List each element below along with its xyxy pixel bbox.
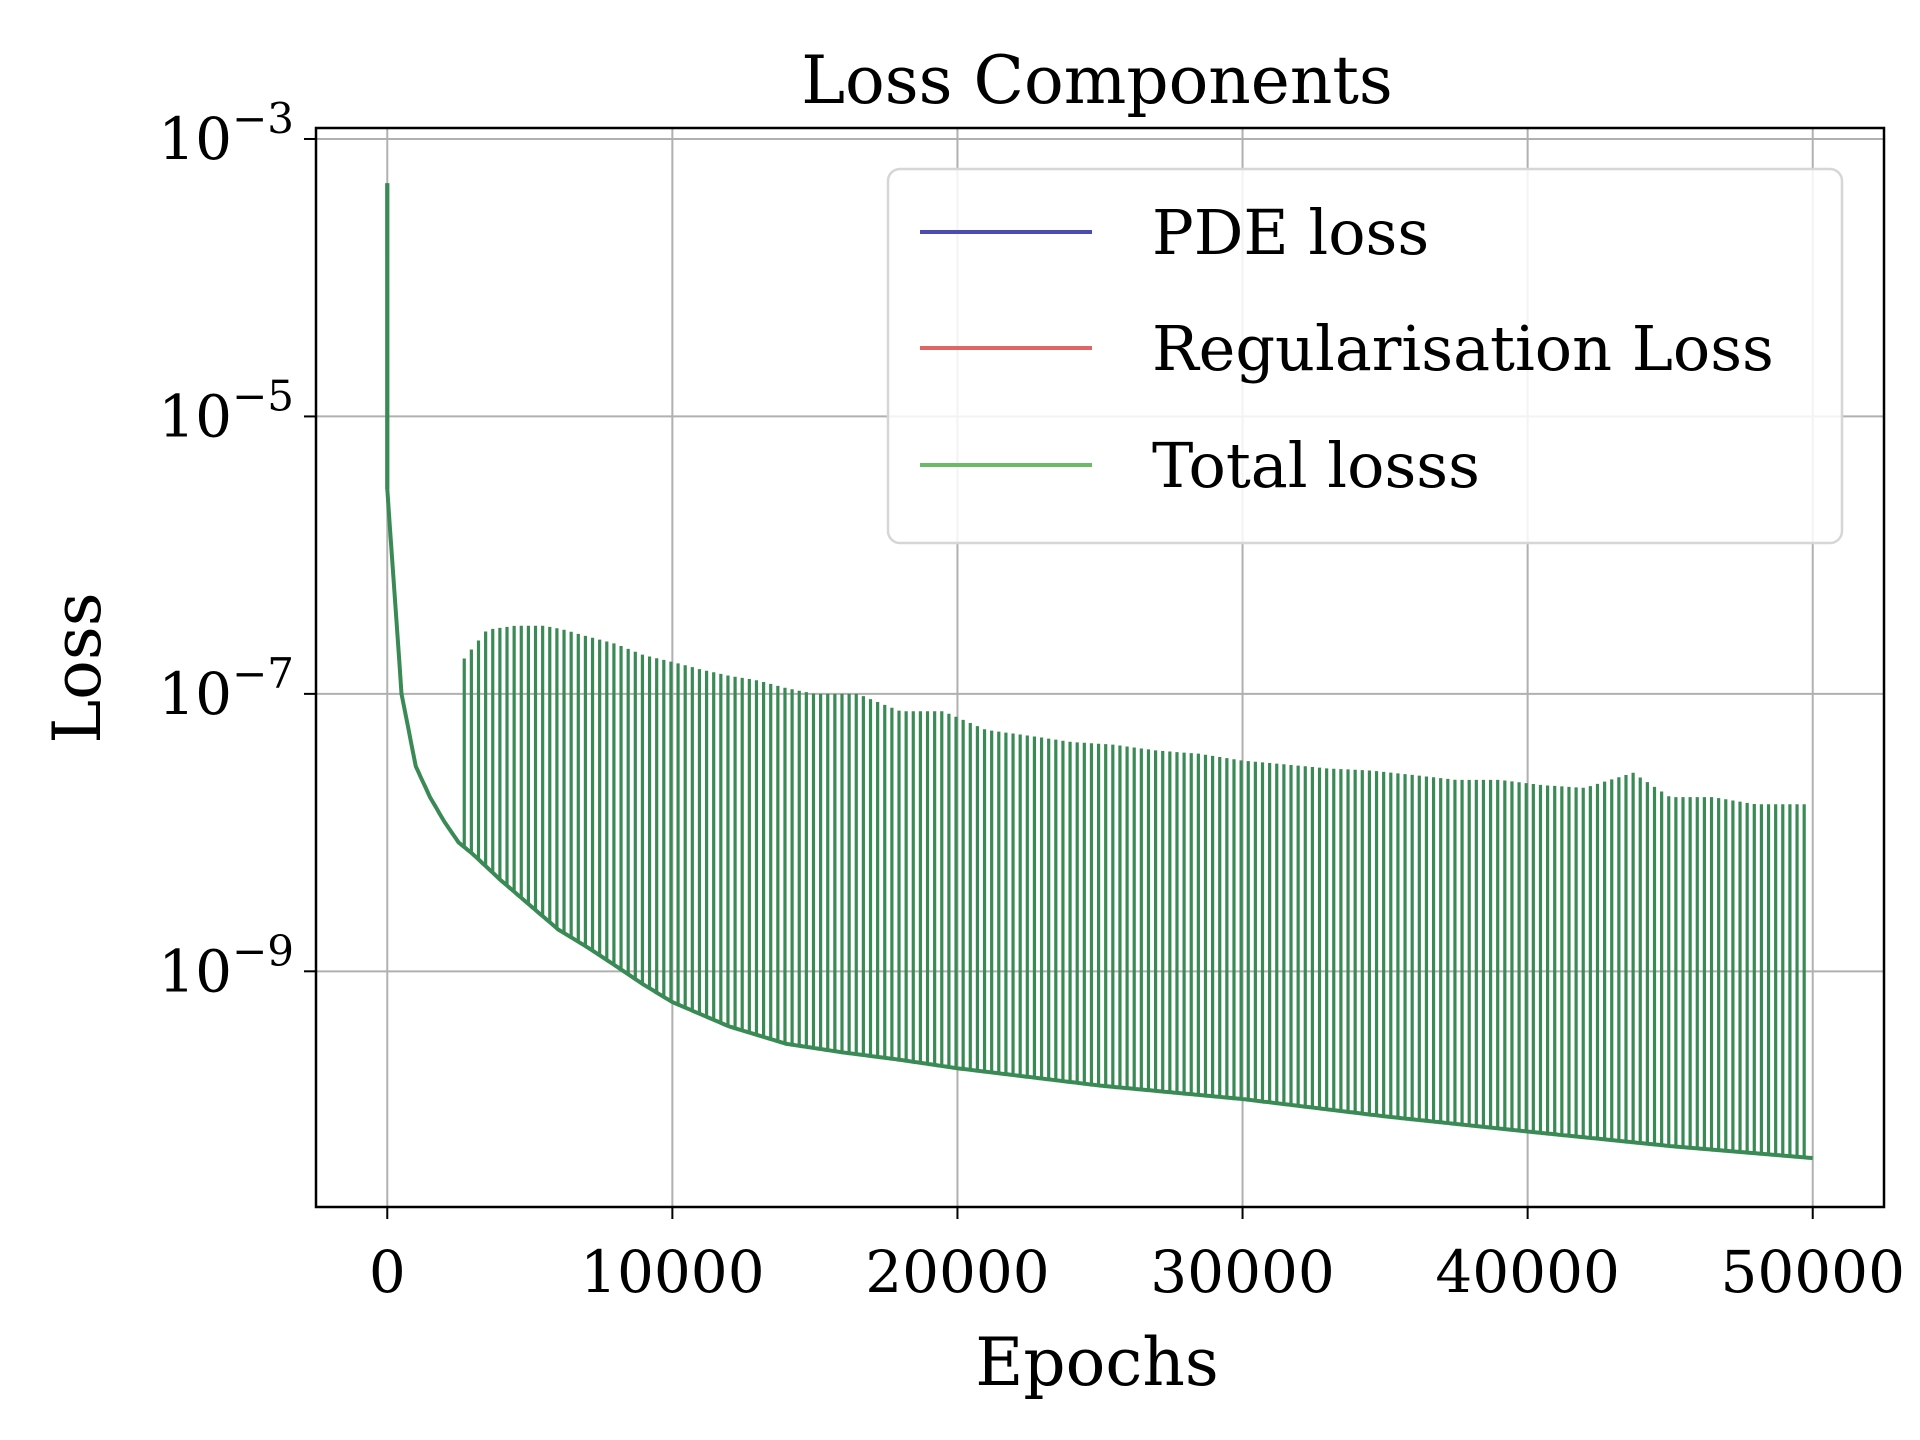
x-tick-label: 30000	[1150, 1238, 1335, 1306]
legend-label-pde: PDE loss	[1152, 196, 1429, 269]
axes-frame	[314, 126, 1886, 1209]
legend-label-regularisation: Regularisation Loss	[1152, 312, 1774, 385]
y-tick-label: 10−9	[158, 926, 294, 1005]
y-tick-label: 10−3	[158, 94, 294, 173]
chart-title: Loss Components	[801, 42, 1393, 119]
x-tick-label: 20000	[865, 1238, 1050, 1306]
legend: PDE loss Regularisation Loss Total losss	[886, 167, 1844, 545]
y-tick-label: 10−7	[158, 649, 294, 728]
x-tick-label: 50000	[1720, 1238, 1905, 1306]
x-axis: 0 10000 20000 30000 40000 50000	[369, 1207, 1905, 1306]
plot-area	[385, 183, 1813, 1161]
y-axis-title: Loss	[39, 592, 116, 743]
x-axis-title: Epochs	[975, 1324, 1219, 1401]
legend-box	[886, 167, 1844, 545]
y-tick-label: 10−5	[158, 371, 294, 450]
y-axis: 10−3 10−5 10−7 10−9	[158, 94, 316, 1005]
x-tick-label: 10000	[580, 1238, 765, 1306]
x-tick-label: 0	[369, 1238, 406, 1306]
legend-label-total: Total losss	[1152, 429, 1480, 502]
x-tick-label: 40000	[1435, 1238, 1620, 1306]
